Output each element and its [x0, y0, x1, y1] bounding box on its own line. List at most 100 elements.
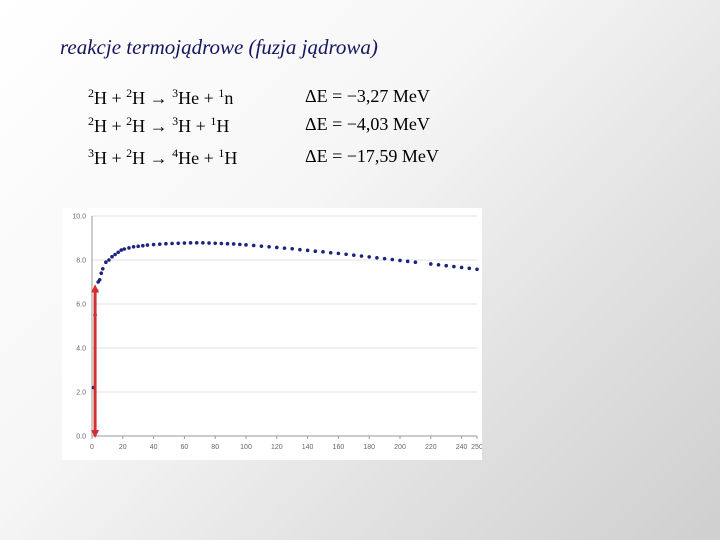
data-point	[207, 241, 211, 245]
reaction-equation: 2H + 2H → 3He + 1n	[88, 86, 233, 109]
data-point	[413, 260, 418, 264]
data-point	[275, 245, 279, 250]
data-point	[444, 263, 449, 268]
reaction-equation: 3H + 2H → 4He + 1H	[88, 146, 237, 169]
data-point	[231, 242, 236, 246]
mass-number: 3	[172, 86, 179, 100]
mass-number: 2	[88, 86, 94, 100]
data-point	[136, 244, 140, 249]
data-point	[452, 264, 456, 269]
y-tick-label: 4.0	[76, 346, 86, 353]
reaction-arrow-icon: →	[149, 148, 168, 168]
arrow-head-icon	[91, 284, 100, 293]
data-point	[267, 245, 271, 249]
reaction-arrow-icon: →	[149, 116, 168, 136]
axis-layer: 0.0 2.0 4.0 6.0 8.0 10.0 0 20 40 60 80 100 120 140 160…	[72, 214, 482, 452]
plus-sign: +	[195, 116, 206, 136]
plus-sign: +	[203, 88, 214, 108]
data-point	[328, 250, 333, 255]
data-point	[188, 241, 193, 245]
data-point	[405, 259, 410, 264]
element-symbol: n	[224, 88, 234, 108]
data-point	[359, 254, 364, 258]
arrow-tail-icon	[91, 430, 100, 438]
data-point	[429, 262, 433, 266]
mass-number: 2	[126, 146, 133, 160]
data-point	[131, 245, 136, 249]
data-point	[104, 260, 108, 264]
data-point	[313, 249, 318, 253]
data-point	[367, 255, 372, 259]
mass-number: 4	[172, 146, 179, 160]
data-point	[110, 254, 114, 259]
data-point	[259, 244, 264, 248]
energy-value: ΔE = −3,27 MeV	[305, 86, 430, 106]
data-point	[344, 252, 348, 257]
plus-sign: +	[111, 116, 122, 136]
plus-sign: +	[111, 88, 122, 108]
mass-number: 2	[88, 114, 94, 128]
data-point	[398, 258, 402, 263]
x-tick-label: 200	[394, 444, 406, 451]
data-point	[97, 278, 102, 282]
mass-number: 2	[126, 86, 133, 100]
x-tick-label: 140	[302, 444, 314, 451]
mass-number: 2	[126, 114, 133, 128]
data-point	[122, 247, 127, 251]
data-point	[290, 246, 294, 251]
element-symbol: H	[224, 148, 238, 168]
mass-number: 1	[218, 86, 225, 100]
chart-svg: 0.0 2.0 4.0 6.0 8.0 10.0 0 20 40 60 80 100 120 140 160…	[72, 214, 482, 452]
data-point	[99, 271, 104, 275]
data-point	[390, 257, 395, 262]
data-point	[151, 242, 156, 247]
element-symbol: H	[132, 148, 146, 168]
x-tick-label: 20	[119, 444, 127, 451]
x-tick-label: 120	[271, 444, 283, 451]
x-tick-label: 240	[456, 444, 468, 451]
data-point	[382, 256, 387, 261]
data-point	[305, 248, 310, 253]
binding-energy-chart: 0.0 2.0 4.0 6.0 8.0 10.0 0 20 40 60 80 100 120 140 160…	[62, 208, 482, 460]
data-point	[116, 250, 120, 255]
data-point	[201, 241, 205, 245]
energy-value: ΔE = −17,59 MeV	[305, 146, 439, 166]
x-tick-label: 250	[471, 444, 482, 451]
element-symbol: He	[178, 148, 200, 168]
data-point	[375, 256, 379, 260]
y-tick-label: 6.0	[76, 302, 86, 309]
data-point	[321, 250, 325, 254]
data-point	[145, 243, 150, 247]
x-tick-label: 0	[90, 444, 94, 451]
mass-number: 1	[218, 146, 225, 160]
y-tick-label: 8.0	[76, 258, 86, 265]
plus-sign: +	[111, 148, 122, 168]
y-tick-label: 0.0	[76, 434, 86, 441]
data-point	[127, 246, 131, 250]
data-point	[219, 241, 224, 246]
data-point	[170, 241, 174, 246]
element-symbol: H	[132, 116, 146, 136]
data-point	[182, 241, 187, 245]
data-point	[336, 251, 341, 256]
data-point	[213, 241, 217, 246]
y-tick-label: 10.0	[72, 214, 86, 221]
data-point	[459, 265, 464, 270]
element-symbol: H	[94, 88, 107, 108]
data-point	[436, 263, 441, 267]
arrow-layer	[91, 284, 100, 438]
data-point	[298, 247, 302, 252]
x-tick-label: 180	[363, 444, 375, 451]
reaction-arrow-icon: →	[149, 88, 168, 108]
y-tick-label: 2.0	[76, 390, 86, 397]
energy-value: ΔE = −4,03 MeV	[305, 114, 430, 134]
data-point	[352, 253, 356, 257]
element-symbol: He	[178, 88, 200, 108]
data-point	[107, 258, 111, 262]
x-tick-label: 220	[425, 444, 437, 451]
data-point	[251, 243, 256, 248]
element-symbol: H	[94, 148, 107, 168]
data-point	[164, 241, 168, 246]
element-symbol: H	[94, 116, 107, 136]
data-point	[244, 243, 248, 247]
